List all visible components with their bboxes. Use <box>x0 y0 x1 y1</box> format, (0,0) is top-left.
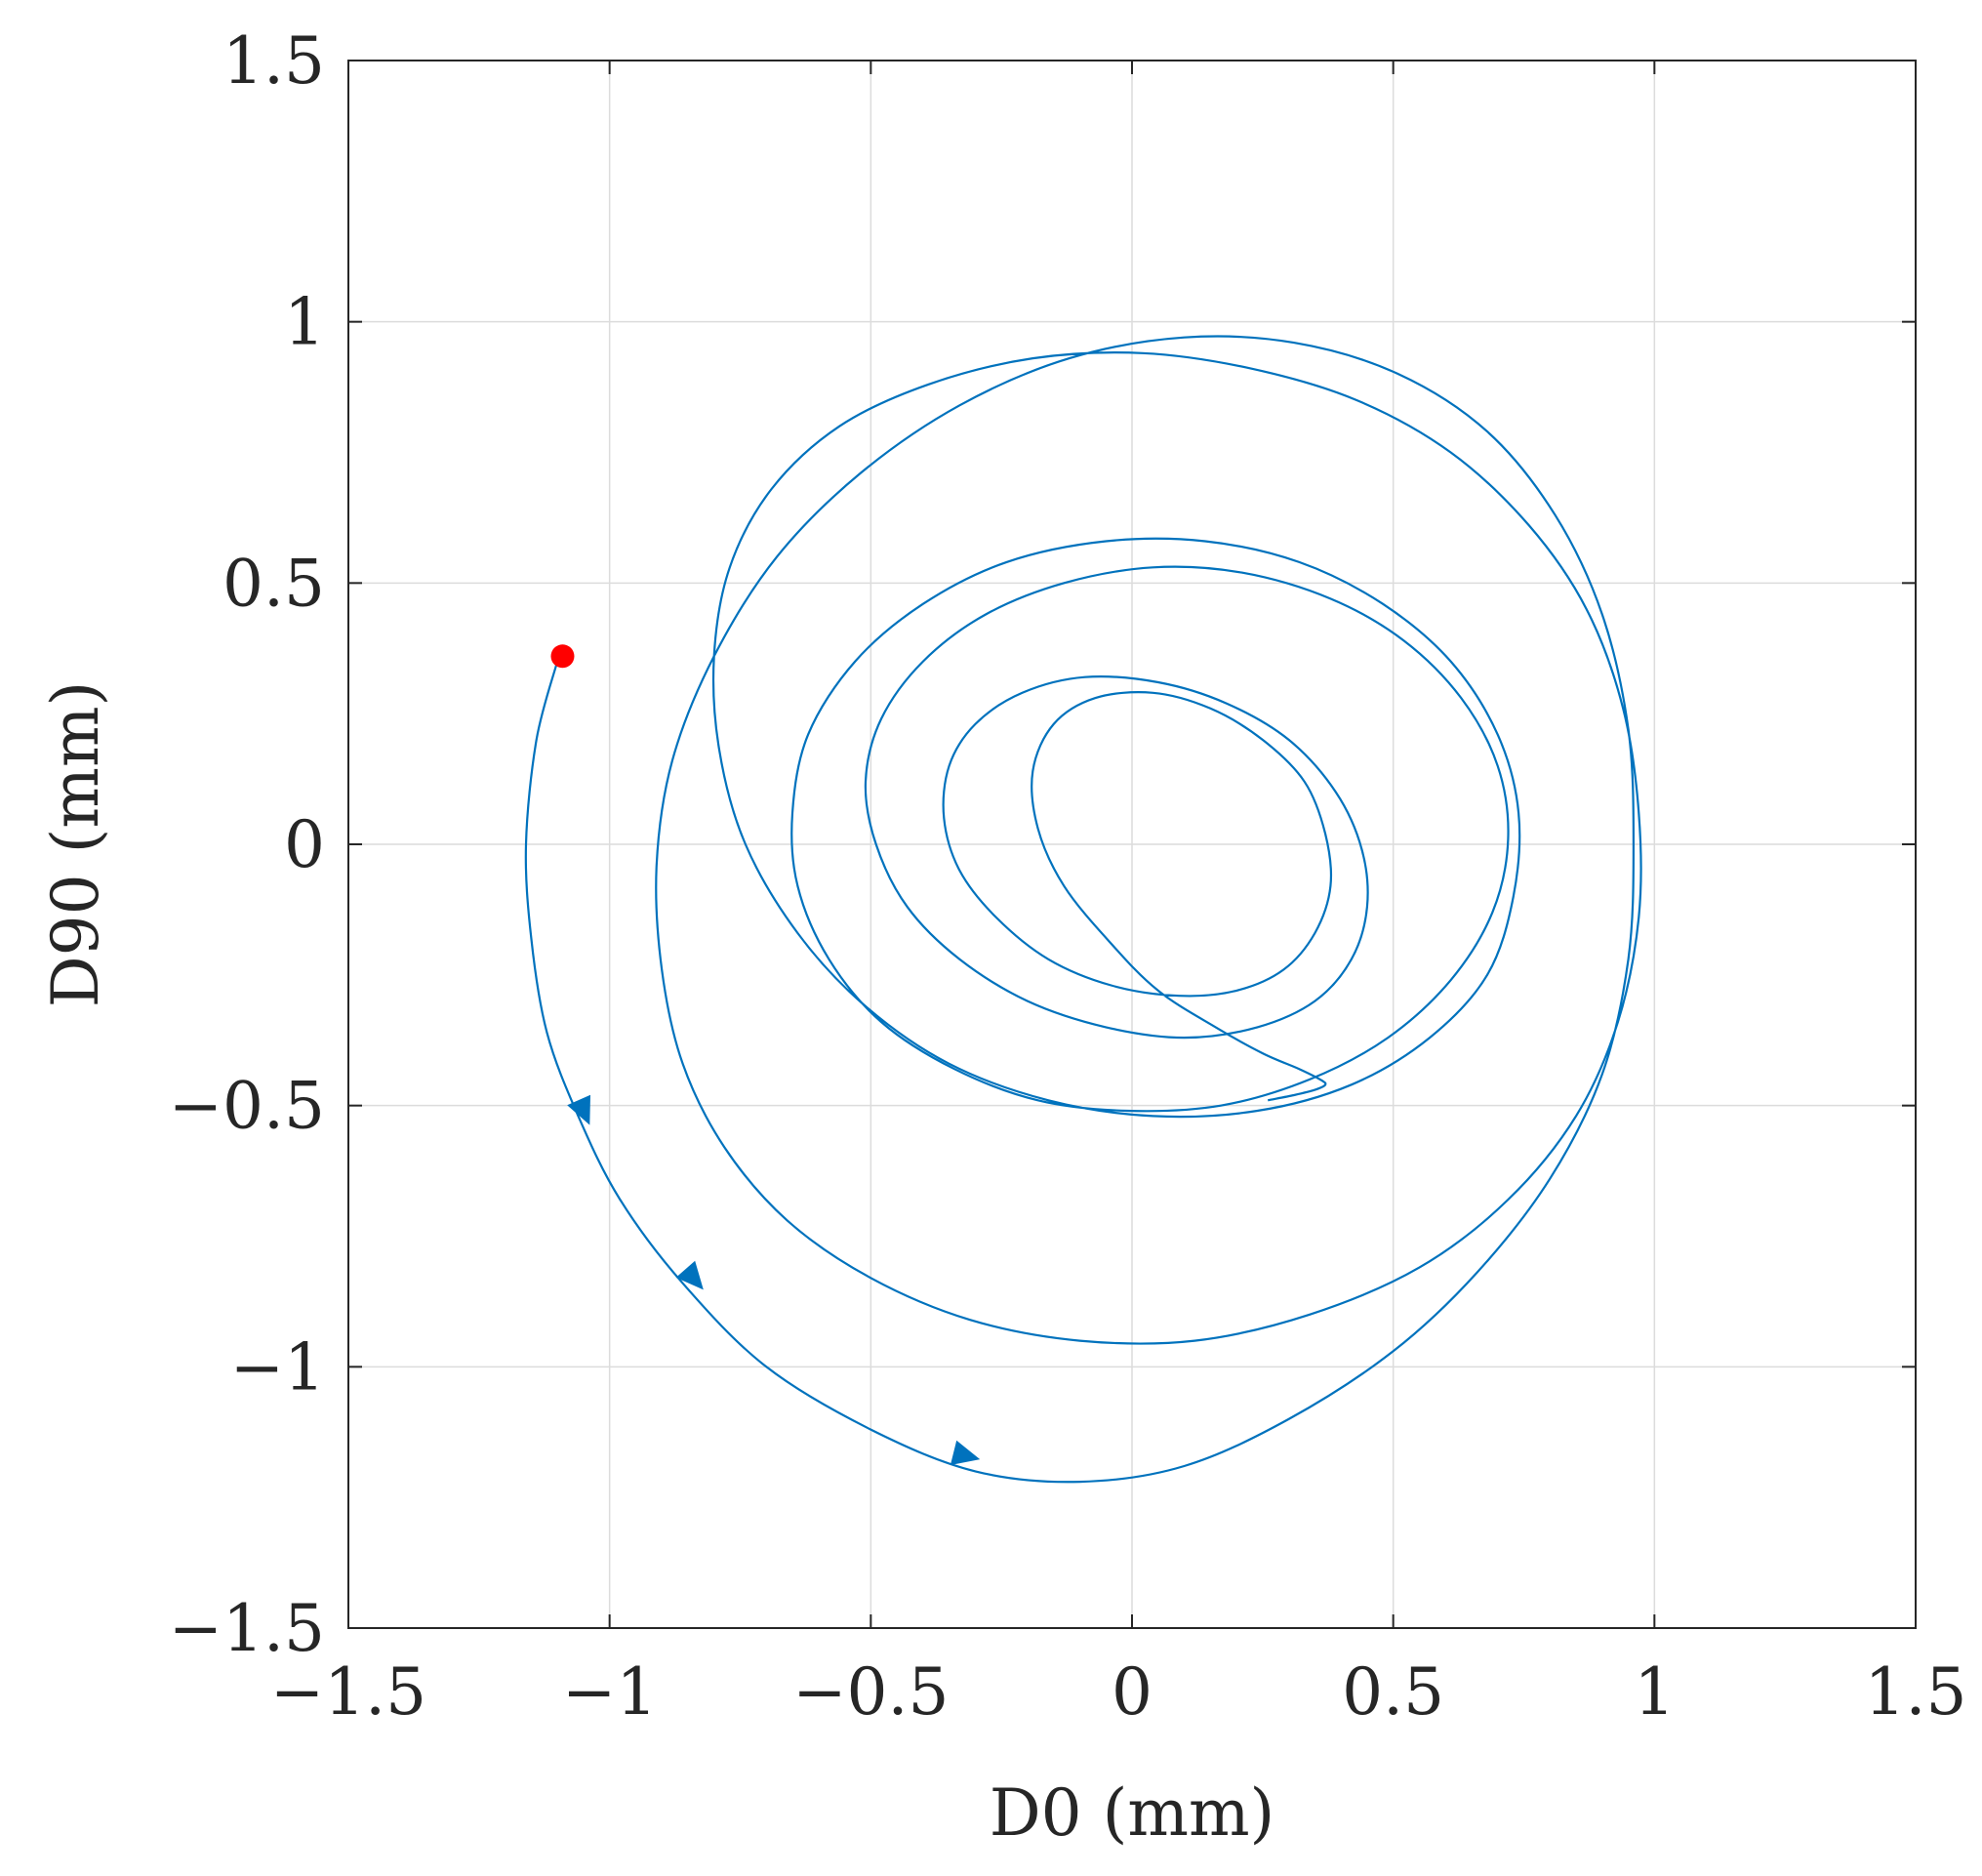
y-tick-label: 0.5 <box>222 546 325 621</box>
y-tick-label: 0 <box>284 807 325 882</box>
y-tick-label: −1 <box>230 1329 325 1405</box>
x-tick-label: −1.5 <box>270 1654 426 1730</box>
x-tick-label: −1 <box>562 1654 657 1730</box>
y-tick-label: 1 <box>284 285 325 360</box>
tick-layer: −1.5 −1 −0.5 0 0.5 1 1.5 −1.5 −1 −0.5 0 0.5 1 1.5 <box>169 23 1967 1730</box>
x-tick-label: 1 <box>1634 1654 1675 1730</box>
x-tick-label: 0 <box>1112 1654 1153 1730</box>
start-point-marker <box>550 644 575 669</box>
y-tick-label: −1.5 <box>169 1591 325 1666</box>
direction-arrow-marker <box>950 1440 981 1466</box>
x-axis-label: D0 (mm) <box>990 1775 1275 1851</box>
x-tick-label: −0.5 <box>792 1654 949 1730</box>
trajectory-line <box>524 335 1642 1484</box>
data-layer <box>524 335 1642 1484</box>
y-tick-label: 1.5 <box>222 23 325 99</box>
y-tick-label: −0.5 <box>169 1069 325 1144</box>
direction-arrow-marker <box>675 1260 704 1290</box>
x-tick-label: 1.5 <box>1865 1654 1967 1730</box>
y-axis-label: D90 (mm) <box>38 681 113 1008</box>
x-tick-label: 0.5 <box>1342 1654 1444 1730</box>
grid-layer <box>347 60 1917 1629</box>
direction-arrow-marker <box>567 1094 591 1125</box>
